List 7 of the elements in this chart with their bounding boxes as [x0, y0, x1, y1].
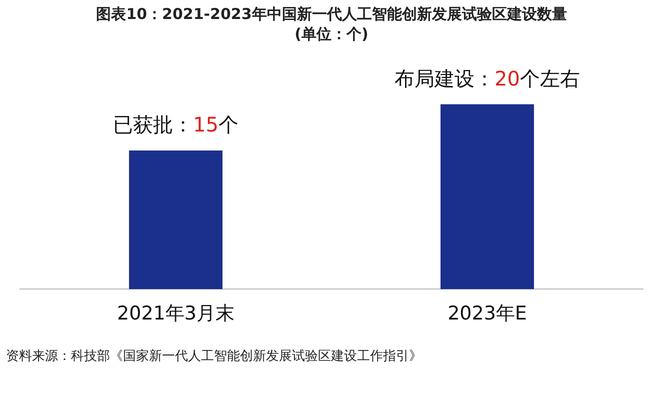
data-label: 布局建设：20个左右 — [394, 66, 580, 90]
x-tick-label: 2023年E — [448, 302, 527, 325]
data-label: 已获批：15个 — [113, 112, 238, 137]
text: 资料来源：科技部《国家新一代人工智能创新发展试验区建设工作指引》 — [6, 348, 422, 365]
x-tick-label: 2021年3月末 — [117, 302, 234, 325]
chart-title: 图表10：2021-2023年中国新一代人工智能创新发展试验区建设数量 — [95, 4, 568, 24]
chart-subtitle: (单位：个) — [294, 24, 370, 44]
